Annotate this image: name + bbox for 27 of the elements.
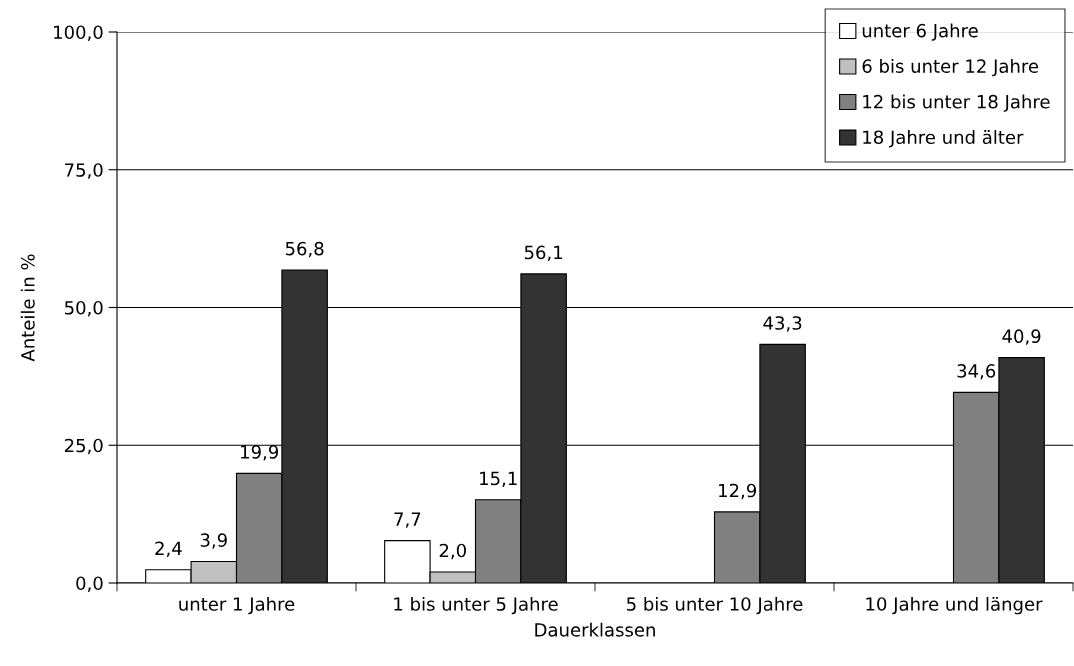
legend-label: 12 bis unter 18 Jahre: [863, 94, 1050, 112]
y-axis-title: Anteile in %: [20, 254, 35, 362]
x-tick-label: unter 1 Jahre: [179, 596, 295, 615]
data-label: 56,1: [524, 245, 563, 262]
y-tick-label: 25,0: [64, 438, 103, 455]
data-label: 12,9: [719, 483, 757, 500]
y-tick-label: 100,0: [54, 25, 103, 41]
x-axis-title: Dauerklassen: [535, 622, 655, 637]
x-tick-label: 5 bis unter 10 Jahre: [627, 596, 803, 615]
data-label: 40,9: [1002, 329, 1041, 345]
x-tick-label: 1 bis unter 5 Jahre: [394, 596, 558, 615]
y-tick-label: 50,0: [65, 300, 103, 317]
data-label: 43,3: [763, 316, 802, 332]
legend-label: 18 Jahre und älter: [863, 130, 1024, 148]
legend-label: 6 bis unter 12 Jahre: [862, 59, 1039, 77]
y-tick-label: 75,0: [65, 163, 103, 179]
data-label: 7,7: [394, 512, 421, 528]
y-tick-label: 0,0: [76, 576, 103, 592]
data-label: 56,8: [285, 241, 324, 258]
data-label: 19,9: [241, 445, 279, 461]
data-label: 15,1: [480, 471, 517, 488]
x-tick-label: 10 Jahre und länger: [866, 596, 1043, 615]
legend-label: unter 6 Jahre: [862, 23, 978, 41]
data-label: 34,6: [957, 364, 996, 380]
data-label: 2,4: [155, 541, 182, 558]
data-label: 2,0: [439, 543, 466, 560]
data-label: 3,9: [200, 533, 227, 549]
